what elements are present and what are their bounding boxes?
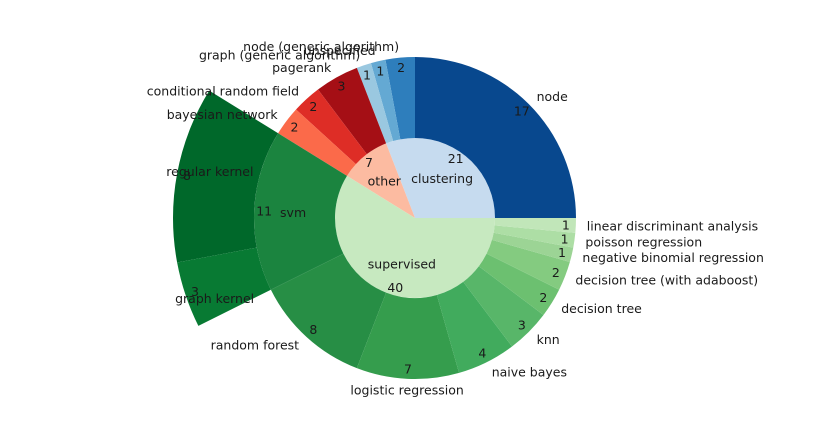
chart-labels: clustering21other7supervised4017node2nod… [147, 39, 764, 397]
outer-label-node-generic-algorithm: node (generic algorithm) [243, 39, 399, 54]
outer-wedge-graph-generic-algorithm [356, 63, 394, 144]
outer-value-node-generic-algorithm: 2 [397, 60, 405, 75]
outer-label-naive-bayes: naive bayes [492, 365, 567, 380]
outer-value-bayesian-network: 2 [291, 120, 299, 135]
outer-label-negative-binomial-regression: negative binomial regression [582, 250, 764, 265]
outer-wedge-decision-tree-with-adaboost [486, 239, 570, 290]
outer-value-node: 17 [514, 104, 530, 119]
outer-label-conditional-random-field: conditional random field [147, 83, 299, 98]
outer-value-pagerank: 3 [338, 79, 346, 94]
outer-value-knn: 3 [518, 317, 526, 332]
third-label-graph-kernel: graph kernel [175, 291, 254, 306]
outer-wedge-random-forest [270, 253, 387, 369]
outer-wedge-logistic-regression [356, 292, 460, 379]
outer-value-poisson-regression: 1 [561, 231, 569, 246]
third-label-regular-kernel: regular kernel [166, 164, 253, 179]
outer-value-graph-generic-algorithm: 1 [363, 67, 371, 82]
outer-label-logistic-regression: logistic regression [350, 382, 463, 397]
outer-ring [254, 57, 576, 379]
outer-wedge-unspecified [370, 59, 401, 142]
outer-value-random-forest: 8 [309, 322, 317, 337]
outer-wedge-poisson-regression [493, 225, 576, 248]
outer-wedge-node [415, 57, 576, 218]
outer-value-naive-bayes: 4 [478, 346, 486, 361]
outer-wedge-conditional-random-field [296, 89, 367, 165]
outer-label-graph-generic-algorithm: graph (generic algorithm) [199, 47, 360, 62]
inner-value-clustering: 21 [448, 151, 464, 166]
outer-value-logistic-regression: 7 [404, 361, 412, 376]
inner-value-supervised: 40 [387, 280, 403, 295]
outer-label-knn: knn [537, 332, 560, 347]
outer-label-decision-tree-with-adaboost: decision tree (with adaboost) [575, 273, 758, 288]
outer-value-conditional-random-field: 2 [309, 99, 317, 114]
third-value-regular-kernel: 8 [183, 168, 191, 183]
outer-wedge-svm [254, 133, 347, 290]
inner-label-clustering: clustering [411, 171, 473, 186]
third-wedge-regular-kernel [173, 90, 279, 263]
inner-wedge-supervised [335, 175, 495, 299]
outer-wedge-negative-binomial-regression [491, 232, 574, 263]
outer-label-unspecified: unspecified [304, 43, 376, 58]
outer-wedge-node-generic-algorithm [385, 57, 415, 140]
outer-value-svm: 11 [256, 204, 272, 219]
svm-detail-ring [173, 90, 279, 326]
outer-label-svm: svm [280, 205, 306, 220]
outer-label-linear-discriminant-analysis: linear discriminant analysis [587, 218, 758, 233]
outer-wedge-knn [463, 266, 544, 347]
outer-label-poisson-regression: poisson regression [585, 234, 702, 249]
outer-label-decision-tree: decision tree [561, 301, 642, 316]
inner-label-supervised: supervised [368, 257, 436, 272]
inner-value-other: 7 [365, 155, 373, 170]
inner-wedge-other [346, 143, 415, 218]
outer-value-negative-binomial-regression: 1 [558, 245, 566, 260]
outer-wedge-bayesian-network [278, 109, 356, 176]
outer-wedge-naive-bayes [436, 281, 513, 373]
outer-label-pagerank: pagerank [272, 60, 332, 75]
outer-label-bayesian-network: bayesian network [167, 107, 279, 122]
outer-label-random-forest: random forest [211, 338, 300, 353]
outer-value-decision-tree-with-adaboost: 2 [552, 265, 560, 280]
outer-wedge-pagerank [317, 67, 387, 155]
outer-label-node: node [537, 89, 569, 104]
outer-wedge-linear-discriminant-analysis [494, 218, 576, 233]
outer-value-unspecified: 1 [376, 64, 384, 79]
third-wedge-graph-kernel [177, 247, 271, 326]
outer-value-linear-discriminant-analysis: 1 [562, 218, 570, 233]
third-value-graph-kernel: 3 [191, 284, 199, 299]
outer-wedge-decision-tree [478, 253, 560, 316]
outer-value-decision-tree: 2 [539, 290, 547, 305]
inner-ring [335, 138, 495, 299]
inner-wedge-clustering [386, 138, 495, 218]
inner-label-other: other [368, 174, 402, 189]
